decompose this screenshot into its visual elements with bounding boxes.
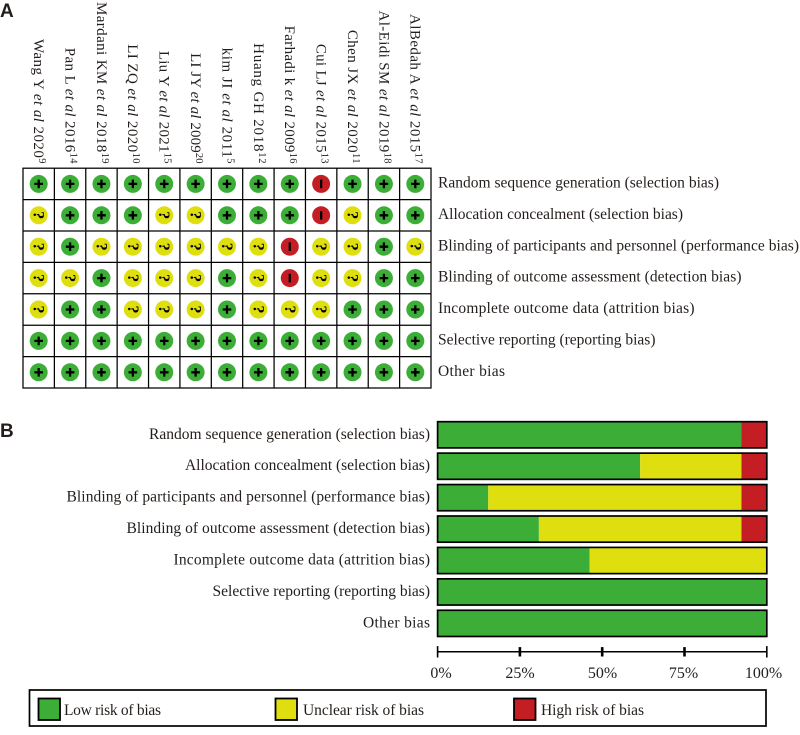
svg-text:?: ? xyxy=(312,306,329,314)
svg-text:Blinding of outcome assessment: Blinding of outcome assessment (detectio… xyxy=(438,269,742,286)
svg-text:?: ? xyxy=(155,243,172,251)
svg-text:?: ? xyxy=(218,243,235,251)
svg-text:Selective reporting (reporting: Selective reporting (reporting bias) xyxy=(213,583,431,600)
svg-text:Random sequence generation (se: Random sequence generation (selection bi… xyxy=(149,426,430,443)
svg-text:Chen JX et al 202011: Chen JX et al 202011 xyxy=(344,30,361,164)
svg-text:?: ? xyxy=(155,274,172,282)
svg-text:A: A xyxy=(0,1,14,22)
svg-text:LI ZQ et al 202010: LI ZQ et al 202010 xyxy=(124,44,141,163)
svg-text:?: ? xyxy=(281,306,298,314)
svg-text:Blinding of participants and p: Blinding of participants and personnel (… xyxy=(67,489,431,506)
svg-text:100%: 100% xyxy=(745,665,782,682)
svg-text:Blinding of participants and p: Blinding of participants and personnel (… xyxy=(438,237,799,254)
svg-text:?: ? xyxy=(124,274,141,282)
svg-text:Blinding of outcome assessment: Blinding of outcome assessment (detectio… xyxy=(127,520,431,537)
svg-text:?: ? xyxy=(249,306,266,314)
svg-text:Selective reporting (reporting: Selective reporting (reporting bias) xyxy=(438,332,656,349)
svg-text:kim JI et al 20115: kim JI et al 20115 xyxy=(218,48,235,164)
svg-text:AlBedah A et al 201517: AlBedah A et al 201517 xyxy=(407,14,424,164)
svg-text:?: ? xyxy=(124,243,141,251)
svg-text:0%: 0% xyxy=(430,665,451,682)
svg-text:Pan L et al 201614: Pan L et al 201614 xyxy=(62,48,79,165)
svg-text:50%: 50% xyxy=(588,665,617,682)
svg-text:Allocation concealment (select: Allocation concealment (selection bias) xyxy=(438,206,683,223)
svg-text:?: ? xyxy=(124,306,141,314)
svg-text:?: ? xyxy=(30,243,47,251)
svg-text:Incomplete outcome data (attri: Incomplete outcome data (attrition bias) xyxy=(174,552,431,569)
svg-text:?: ? xyxy=(30,274,47,282)
svg-text:?: ? xyxy=(155,306,172,314)
svg-text:Other bias: Other bias xyxy=(363,614,430,631)
svg-text:Liu Y et al 202115: Liu Y et al 202115 xyxy=(156,51,173,164)
svg-text:?: ? xyxy=(344,274,361,282)
svg-text:LI JY et al 200920: LI JY et al 200920 xyxy=(187,53,204,163)
svg-text:?: ? xyxy=(187,211,204,219)
svg-text:Huang GH 201812: Huang GH 201812 xyxy=(250,43,267,163)
svg-text:?: ? xyxy=(344,243,361,251)
svg-text:?: ? xyxy=(249,243,266,251)
svg-text:?: ? xyxy=(406,243,423,251)
svg-text:75%: 75% xyxy=(669,665,698,682)
svg-text:?: ? xyxy=(155,211,172,219)
svg-text:?: ? xyxy=(187,274,204,282)
svg-text:Random sequence generation (se: Random sequence generation (selection bi… xyxy=(438,175,719,192)
svg-text:?: ? xyxy=(30,306,47,314)
svg-text:Wang Y et al 20209: Wang Y et al 20209 xyxy=(30,39,47,164)
svg-text:Incomplete outcome data (attri: Incomplete outcome data (attrition bias) xyxy=(438,300,695,317)
svg-text:Allocation concealment (select: Allocation concealment (selection bias) xyxy=(185,457,430,474)
svg-text:?: ? xyxy=(312,243,329,251)
svg-text:?: ? xyxy=(30,211,47,219)
svg-text:Farhadi k et al 200916: Farhadi k et al 200916 xyxy=(281,26,298,164)
svg-text:?: ? xyxy=(344,211,361,219)
svg-text:Al-Eidi SM et al 201918: Al-Eidi SM et al 201918 xyxy=(375,11,392,164)
svg-text:?: ? xyxy=(61,274,78,282)
svg-text:Other bias: Other bias xyxy=(438,363,505,380)
svg-text:?: ? xyxy=(312,274,329,282)
svg-text:25%: 25% xyxy=(505,665,534,682)
svg-text:?: ? xyxy=(187,306,204,314)
svg-text:Low risk of bias: Low risk of bias xyxy=(64,702,161,719)
svg-text:?: ? xyxy=(92,243,109,251)
svg-text:B: B xyxy=(0,421,14,442)
svg-text:High risk of bias: High risk of bias xyxy=(541,702,644,719)
svg-text:Unclear risk of bias: Unclear risk of bias xyxy=(303,702,424,719)
svg-text:?: ? xyxy=(249,274,266,282)
svg-text:?: ? xyxy=(187,243,204,251)
svg-text:Cui LJ et al 201513: Cui LJ et al 201513 xyxy=(313,44,330,164)
svg-text:Mardani KM et al 201819: Mardani KM et al 201819 xyxy=(93,2,110,164)
